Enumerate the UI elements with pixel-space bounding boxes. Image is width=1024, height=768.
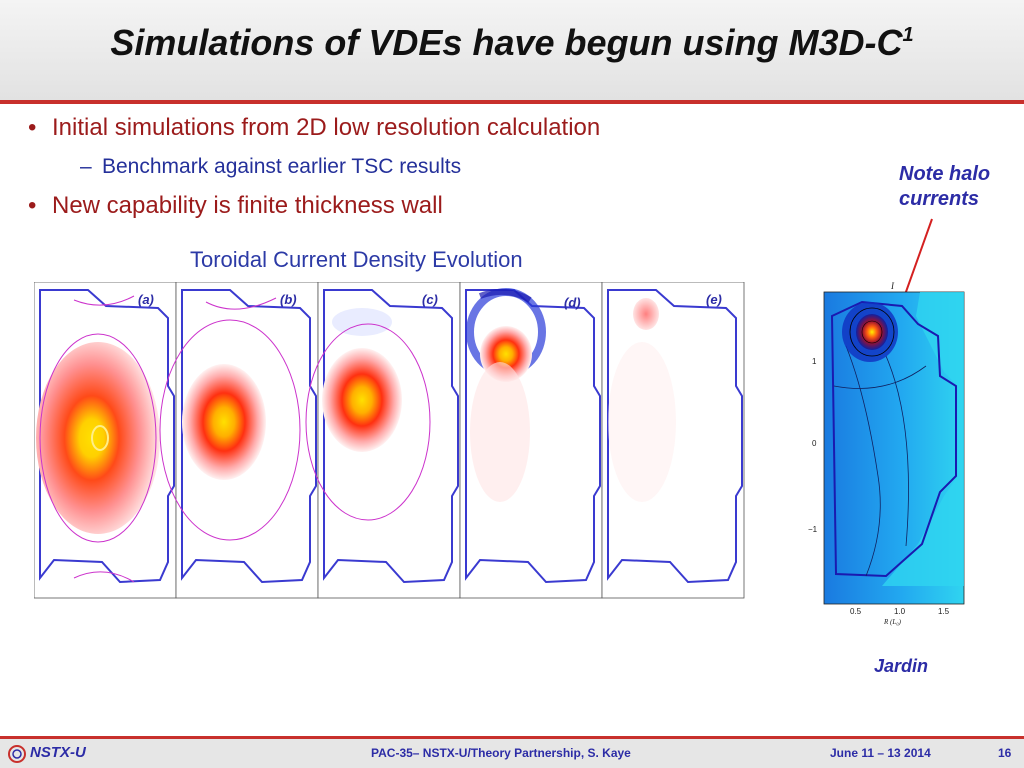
note-line: currents	[899, 188, 980, 210]
panel-label: (c)	[422, 292, 438, 307]
page-number: 16	[998, 746, 1012, 760]
footer-divider	[0, 736, 1024, 739]
footer-logo-text: NSTX-U	[30, 744, 86, 761]
bullet-dot-icon: •	[28, 192, 37, 219]
panel-label: (b)	[280, 292, 297, 307]
jardin-caption: Jardin	[874, 656, 929, 676]
sub-bullet-item: – Benchmark against earlier TSC results	[80, 155, 461, 179]
figure-caption: Toroidal Current Density Evolution	[190, 247, 523, 272]
halo-note: Note halo currents	[899, 162, 990, 212]
nstx-logo-icon	[8, 745, 26, 763]
note-line: Note halo	[899, 163, 991, 185]
title-bar	[0, 0, 1024, 100]
footer-bar	[0, 739, 1024, 768]
panel-b: (b)	[159, 282, 319, 599]
simulation-panels: (a) (b) (c) (d) (e)	[34, 282, 745, 599]
title-superscript: 1	[902, 24, 914, 46]
y-tick-label: 1	[812, 357, 817, 366]
plot-top-label: I	[890, 281, 895, 291]
jardin-plot: I 1 0 −1 0.5 1.0 1.5 R (L₀)	[808, 281, 965, 626]
slide-title: Simulations of VDEs have begun using M3D…	[0, 22, 1024, 64]
panel-label: (a)	[138, 292, 154, 307]
panel-e: (e)	[601, 282, 745, 599]
footer-presentation: PAC-35– NSTX-U/Theory Partnership, S. Ka…	[371, 746, 631, 760]
x-tick-label: 1.5	[938, 607, 950, 616]
x-tick-label: 0.5	[850, 607, 862, 616]
x-tick-label: 1.0	[894, 607, 906, 616]
bullet-text: Initial simulations from 2D low resoluti…	[52, 114, 601, 141]
panel-c: (c)	[305, 282, 461, 599]
panel-d: (d)	[459, 282, 603, 599]
sub-bullet-text: Benchmark against earlier TSC results	[102, 155, 462, 178]
bullet-item: • Initial simulations from 2D low resolut…	[28, 114, 600, 142]
bullet-item: • New capability is finite thickness wall	[28, 192, 443, 220]
footer-date: June 11 – 13 2014	[830, 746, 931, 760]
y-tick-label: −1	[808, 525, 818, 534]
panel-label: (d)	[564, 295, 581, 310]
panel-a: (a)	[34, 282, 177, 599]
bullet-dot-icon: •	[28, 114, 37, 141]
title-divider	[0, 100, 1024, 104]
dash-icon: –	[80, 155, 92, 178]
x-axis-label: R (L₀)	[883, 618, 902, 626]
slide-title-text: Simulations of VDEs have begun using M3D…	[110, 22, 903, 63]
bullet-text: New capability is finite thickness wall	[52, 192, 443, 219]
y-tick-label: 0	[812, 439, 817, 448]
panel-label: (e)	[706, 292, 722, 307]
